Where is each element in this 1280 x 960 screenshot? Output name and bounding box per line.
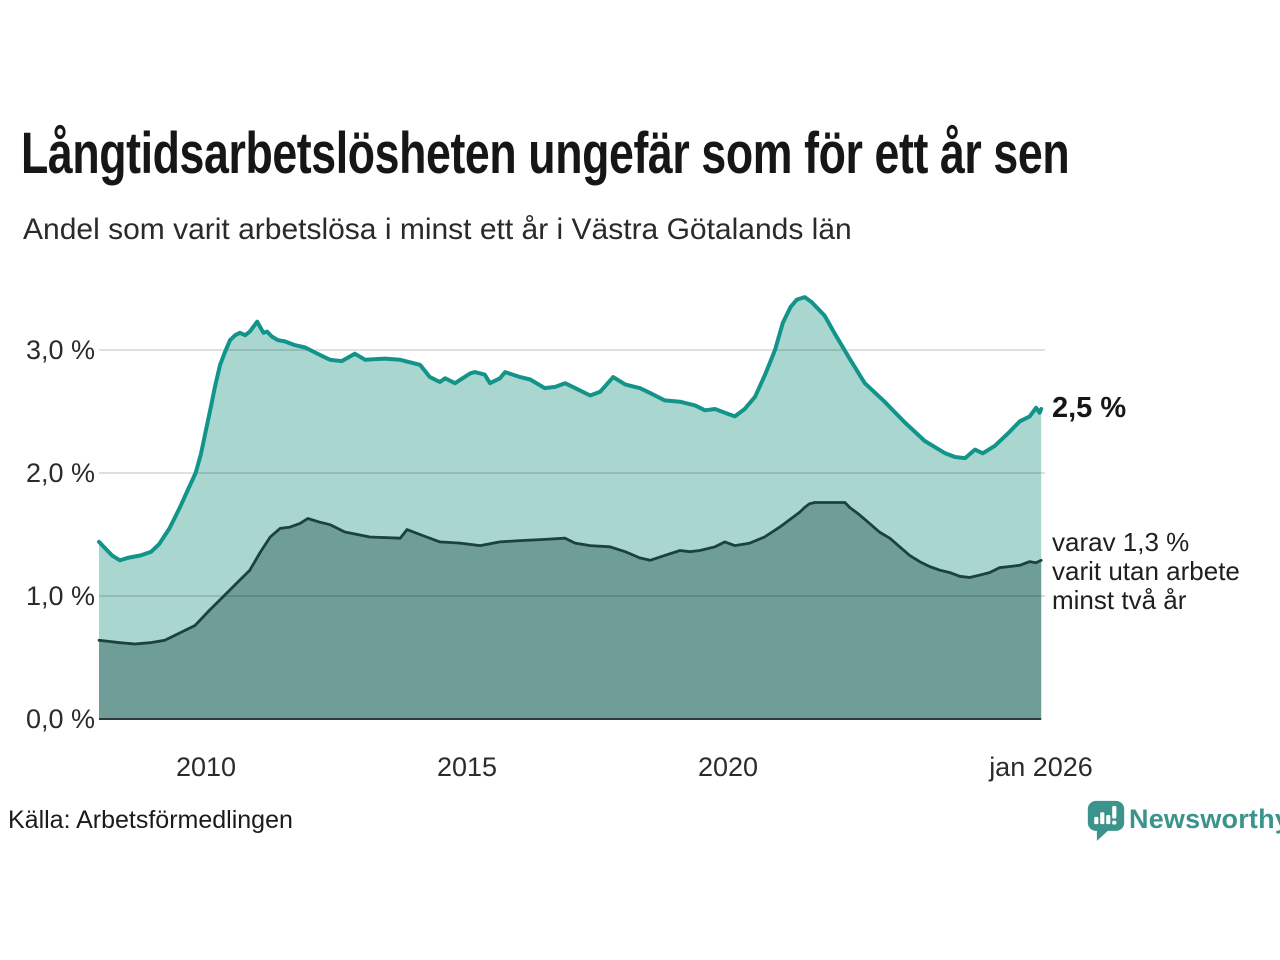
area-min-two-years: [99, 502, 1042, 719]
latest-value-label: 2,5 %: [1052, 392, 1127, 424]
y-tick-1: 1,0 %: [25, 581, 95, 611]
newsworthy-wordmark: Newsworthy: [1129, 804, 1280, 834]
chart-subtitle: Andel som varit arbetslösa i minst ett å…: [23, 213, 852, 246]
annotation-line: varav 1,3 %: [1052, 527, 1190, 557]
two-year-annotation: varav 1,3 % varit utan arbete minst två …: [1052, 528, 1240, 615]
newsworthy-logo-icon: [1087, 800, 1125, 841]
x-tick-2020: 2020: [697, 752, 759, 782]
page-title: Långtidsarbetslösheten ungefär som för e…: [21, 121, 1070, 186]
newsworthy-logo: [1086, 798, 1126, 842]
y-tick-2: 2,0 %: [25, 458, 95, 488]
y-tick-0: 0,0 %: [25, 704, 95, 734]
x-tick-jan-2026: jan 2026: [989, 752, 1093, 782]
x-tick-2015: 2015: [436, 752, 498, 782]
line-min-two-years: [97, 501, 1043, 646]
annotation-line: varit utan arbete: [1052, 556, 1240, 586]
logo-bar-chart-glyph: [1094, 805, 1117, 825]
annotation-line: minst två år: [1052, 585, 1187, 615]
line-min-one-year: [97, 295, 1044, 563]
x-tick-2010: 2010: [175, 752, 237, 782]
source-credit: Källa: Arbetsförmedlingen: [8, 806, 293, 834]
y-tick-3: 3,0 %: [25, 335, 95, 365]
